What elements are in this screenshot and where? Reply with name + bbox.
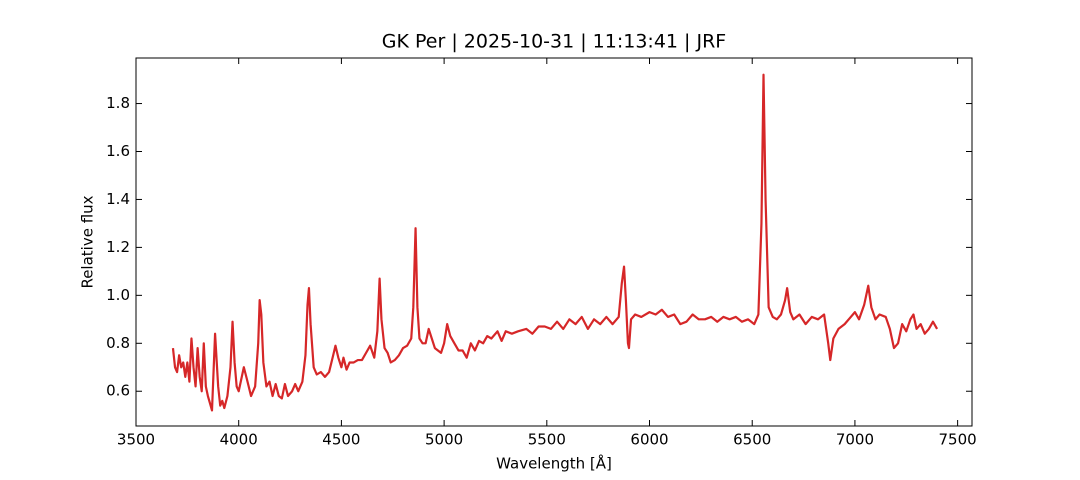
y-tick-label: 1.6 [106,142,130,160]
chart-title: GK Per | 2025-10-31 | 11:13:41 | JRF [382,31,726,53]
x-tick-label: 4500 [322,431,360,449]
y-tick-label: 0.6 [106,382,130,400]
y-tick-label: 1.0 [106,286,130,304]
x-tick-label: 7500 [939,431,977,449]
x-tick-label: 5500 [528,431,566,449]
x-axis-label: Wavelength [Å] [496,454,612,473]
x-tick-label: 4000 [220,431,258,449]
x-tick-label: 3500 [117,431,155,449]
x-tick-label: 7000 [836,431,874,449]
y-tick-label: 0.8 [106,334,130,352]
x-tick-label: 6500 [733,431,771,449]
y-tick-label: 1.8 [106,94,130,112]
y-tick-label: 1.2 [106,238,130,256]
spectrum-line [171,73,939,412]
x-tick-label: 6000 [630,431,668,449]
y-tick-label: 1.4 [106,190,130,208]
x-tick-label: 5000 [425,431,463,449]
plot-frame [135,57,973,427]
y-axis-label: Relative flux [79,195,97,288]
